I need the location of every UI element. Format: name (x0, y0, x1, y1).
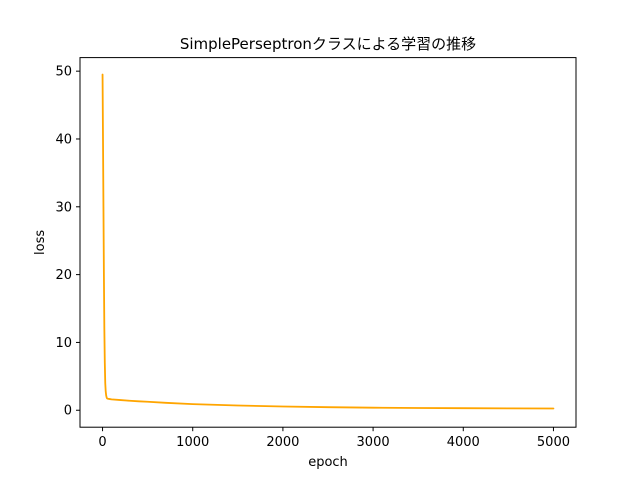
y-tick-label: 50 (55, 65, 72, 80)
y-tick-label: 10 (55, 336, 72, 351)
x-tick-label: 0 (98, 435, 106, 450)
plot-layer (101, 73, 555, 410)
x-axis-label: epoch (308, 455, 348, 470)
y-axis: 0 10 20 30 40 50 (55, 65, 80, 419)
y-axis-label: loss (33, 230, 48, 255)
x-tick-label: 3000 (357, 435, 390, 450)
x-tick-label: 5000 (537, 435, 570, 450)
y-tick-label: 30 (55, 200, 72, 215)
y-tick-label: 20 (55, 268, 72, 283)
y-tick-label: 40 (55, 132, 72, 147)
x-tick-label: 1000 (176, 435, 209, 450)
loss-series-line (101, 73, 555, 410)
x-tick-label: 4000 (447, 435, 480, 450)
x-axis: 0 1000 2000 3000 4000 5000 (98, 427, 570, 450)
axes-frame (79, 57, 577, 428)
x-tick-label: 2000 (266, 435, 299, 450)
chart-title: SimplePerseptronクラスによる学習の推移 (180, 35, 476, 53)
y-tick-label: 0 (64, 404, 72, 419)
